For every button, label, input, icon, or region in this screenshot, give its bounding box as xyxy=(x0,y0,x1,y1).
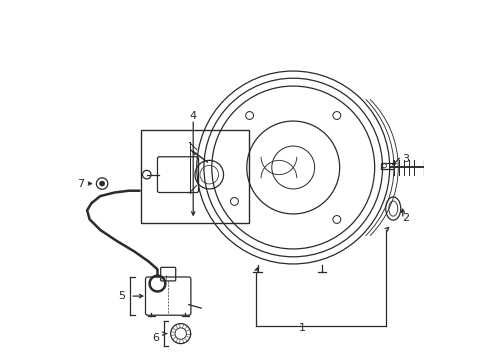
Circle shape xyxy=(99,181,104,186)
Circle shape xyxy=(333,112,341,120)
Text: 2: 2 xyxy=(402,212,409,222)
Text: 6: 6 xyxy=(152,333,159,343)
Circle shape xyxy=(230,198,238,205)
Circle shape xyxy=(333,216,341,224)
Text: 1: 1 xyxy=(299,323,306,333)
Circle shape xyxy=(245,112,253,120)
Text: 7: 7 xyxy=(77,179,84,189)
Bar xyxy=(381,163,394,168)
Text: 5: 5 xyxy=(118,291,125,301)
Circle shape xyxy=(97,178,108,189)
Bar xyxy=(142,130,248,223)
Text: 3: 3 xyxy=(402,154,409,163)
Bar xyxy=(424,159,435,175)
Text: 4: 4 xyxy=(190,111,197,121)
